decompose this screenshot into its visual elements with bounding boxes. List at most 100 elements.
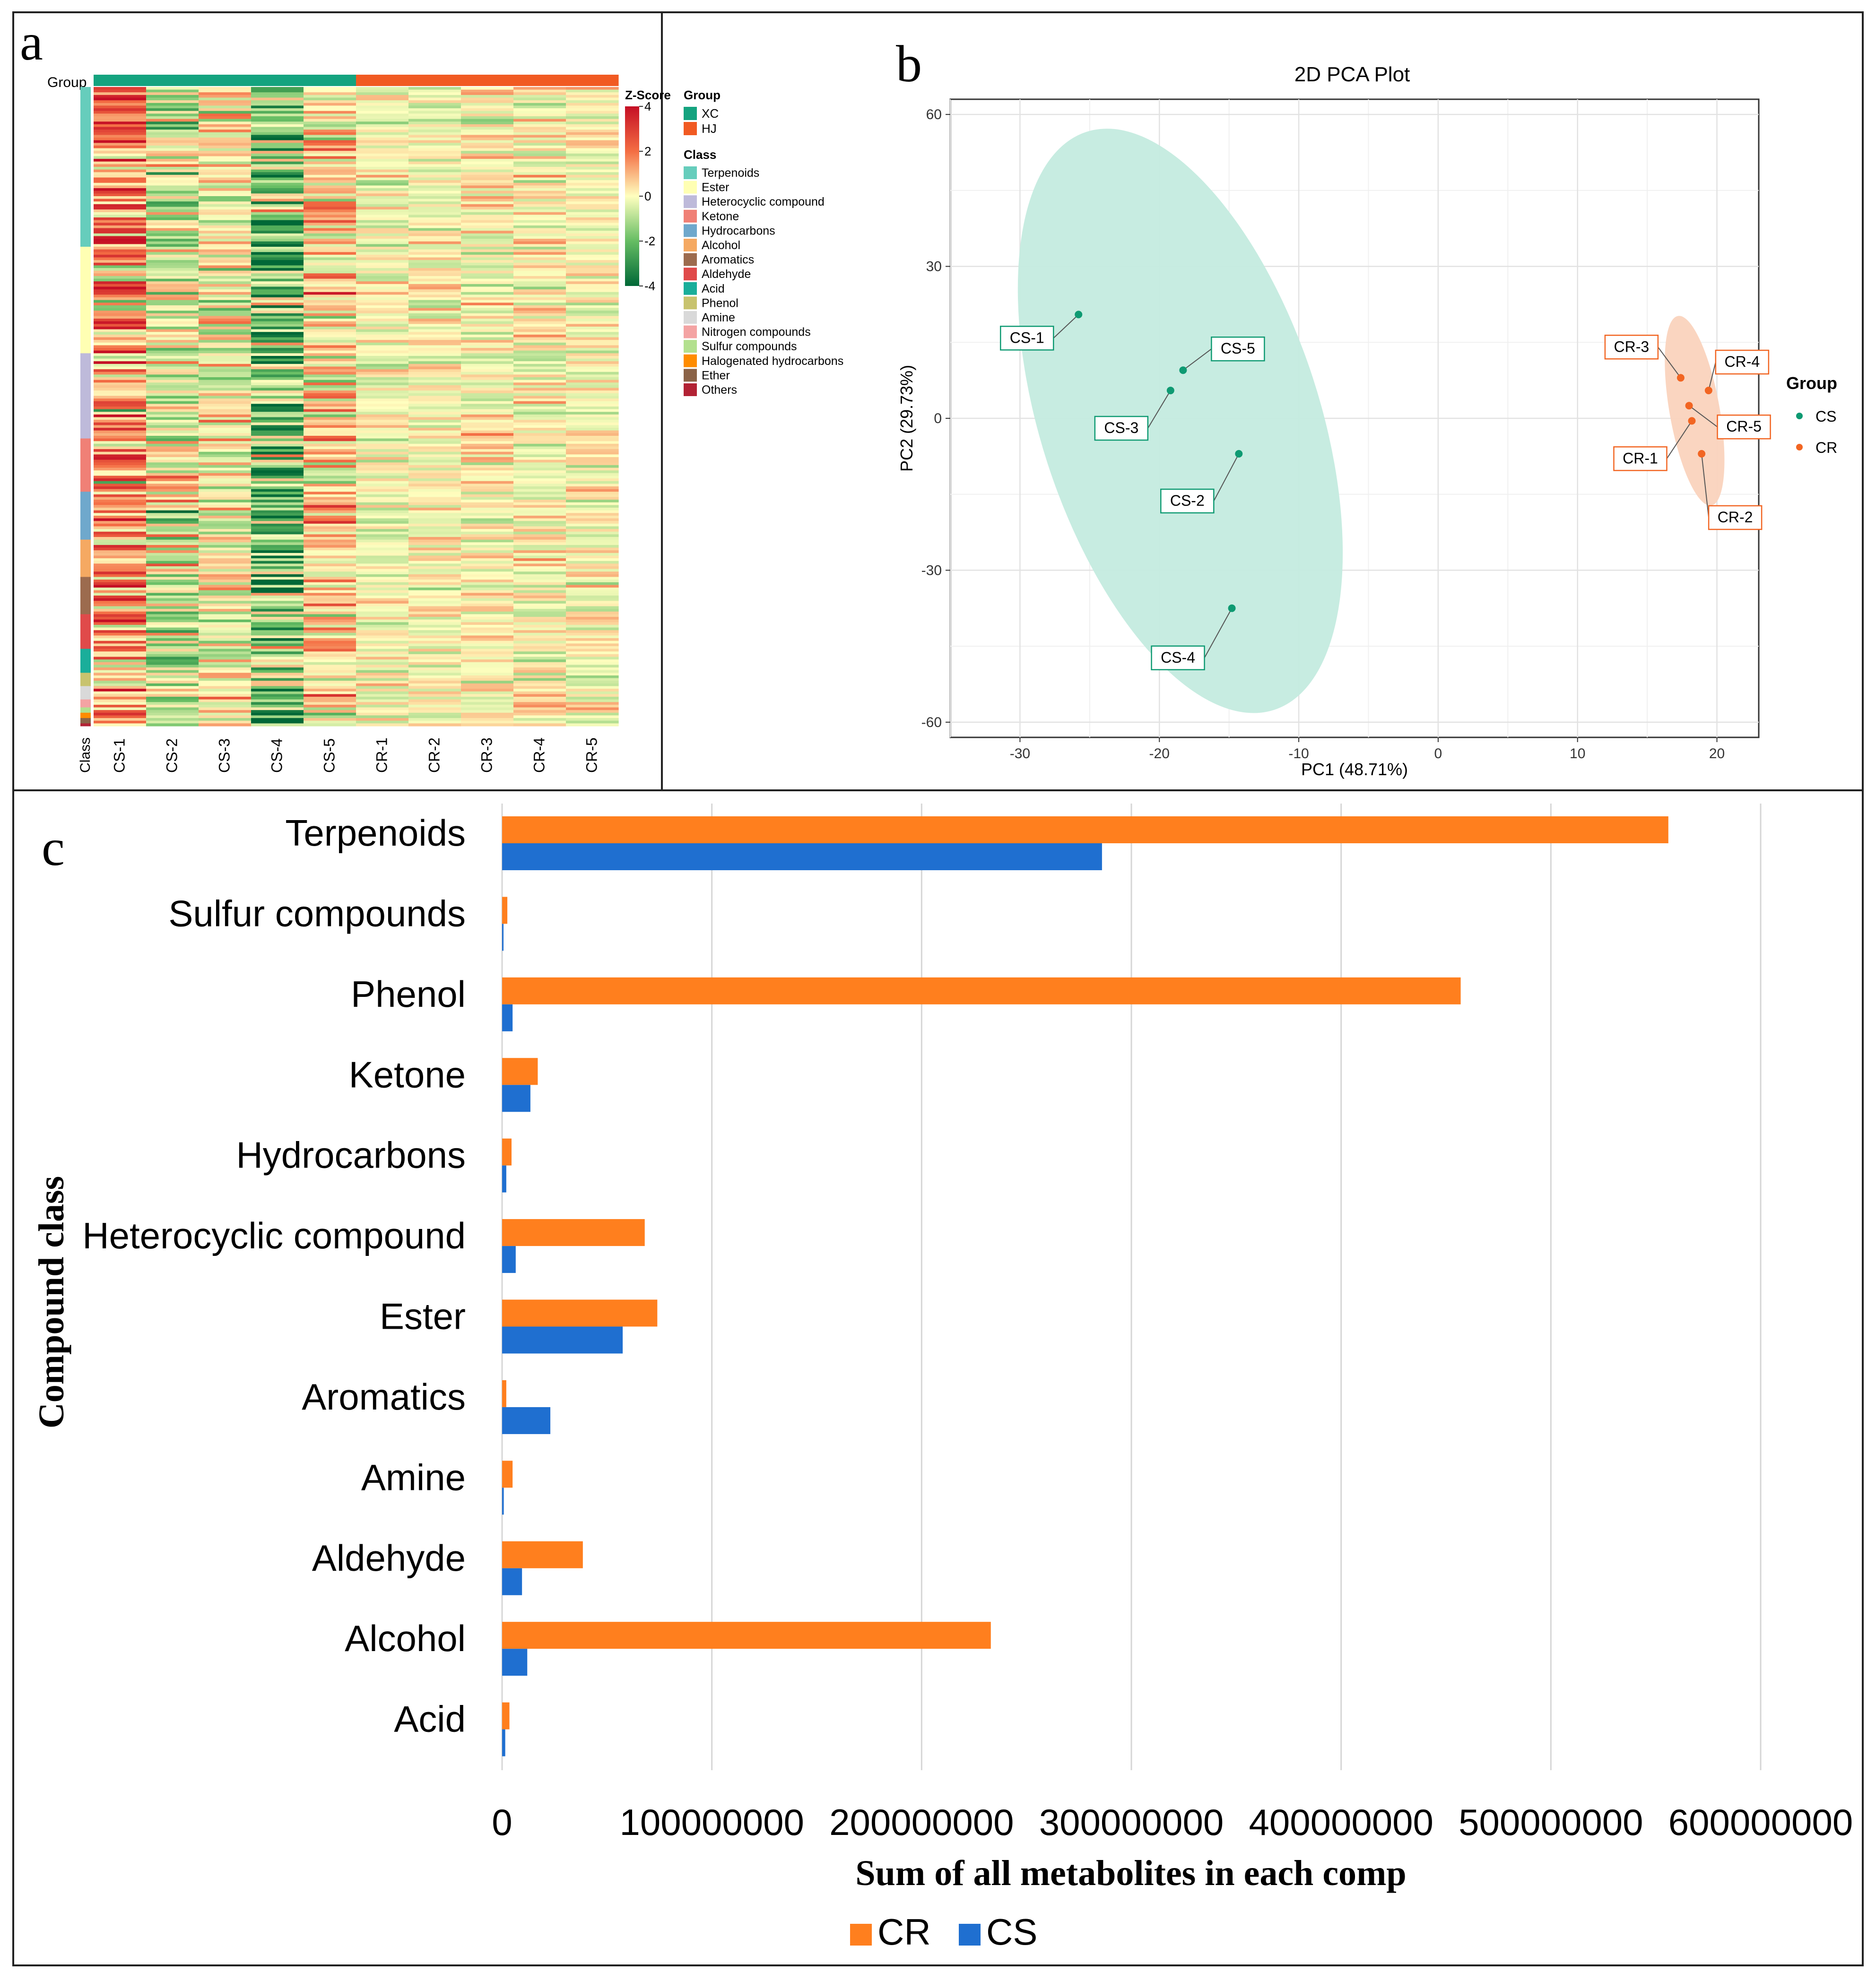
heatmap-cell xyxy=(199,537,252,540)
heatmap-cell xyxy=(513,457,566,460)
heatmap-cell xyxy=(304,316,356,319)
heatmap-cell xyxy=(199,247,252,250)
pca-y-tick-label: 60 xyxy=(926,107,942,122)
heatmap-cell xyxy=(408,252,461,255)
heatmap-cell xyxy=(199,710,252,713)
heatmap-cell xyxy=(251,174,304,178)
heatmap-cell xyxy=(566,574,619,578)
heatmap-cell xyxy=(408,476,461,479)
heatmap-cell xyxy=(513,127,566,130)
heatmap-cell xyxy=(513,156,566,159)
heatmap-cell xyxy=(146,350,199,354)
heatmap-cell xyxy=(513,414,566,418)
heatmap-cell xyxy=(251,145,304,149)
heatmap-cell xyxy=(461,286,514,290)
heatmap-cell xyxy=(461,569,514,572)
heatmap-cell xyxy=(304,425,356,428)
heatmap-cell xyxy=(566,577,619,580)
heatmap-column-label: CS-3 xyxy=(216,738,233,773)
heatmap-cell xyxy=(408,231,461,234)
heatmap-cell xyxy=(304,390,356,394)
heatmap-cell xyxy=(408,207,461,210)
heatmap-cell xyxy=(461,377,514,381)
heatmap-cell xyxy=(513,497,566,500)
heatmap-cell xyxy=(199,89,252,93)
heatmap-cell xyxy=(356,404,409,407)
heatmap-cell xyxy=(304,435,356,439)
heatmap-cell xyxy=(408,640,461,644)
heatmap-cell xyxy=(461,281,514,285)
heatmap-cell xyxy=(408,130,461,133)
heatmap-cell xyxy=(356,635,409,639)
heatmap-column-label: CR-1 xyxy=(373,737,391,773)
bar-legend: CR CS xyxy=(850,1911,1037,1953)
heatmap-cell xyxy=(566,140,619,143)
heatmap-cell xyxy=(199,534,252,537)
heatmap-cell xyxy=(513,327,566,330)
heatmap-cell xyxy=(199,401,252,404)
heatmap-cell xyxy=(461,606,514,609)
heatmap-cell xyxy=(513,161,566,164)
heatmap-cell xyxy=(566,239,619,242)
heatmap-cell xyxy=(356,595,409,599)
heatmap-cell xyxy=(408,521,461,524)
bar-cr xyxy=(502,897,508,924)
heatmap-cell xyxy=(251,585,304,588)
heatmap-cell xyxy=(356,697,409,700)
heatmap-cell xyxy=(566,308,619,311)
heatmap-cell xyxy=(566,585,619,588)
heatmap-cell xyxy=(199,622,252,625)
pca-x-tick-label: 0 xyxy=(1434,746,1442,761)
heatmap-cell xyxy=(199,268,252,271)
heatmap-cell xyxy=(251,614,304,617)
heatmap-cell xyxy=(356,180,409,183)
heatmap-cell xyxy=(146,446,199,450)
heatmap-cell xyxy=(513,321,566,324)
pca-label-leader xyxy=(1213,453,1240,502)
heatmap-cell xyxy=(408,156,461,159)
heatmap-cell xyxy=(461,659,514,663)
heatmap-cell xyxy=(513,319,566,322)
heatmap-cell xyxy=(146,438,199,441)
heatmap-cell xyxy=(566,526,619,529)
heatmap-cell xyxy=(199,593,252,596)
heatmap-cell xyxy=(408,342,461,346)
heatmap-cell xyxy=(461,486,514,490)
heatmap-cell xyxy=(199,624,252,628)
heatmap-cell xyxy=(304,545,356,548)
zscore-title: Z-Score xyxy=(625,88,671,102)
heatmap-cell xyxy=(304,174,356,178)
bar-category-label: Aldehyde xyxy=(312,1537,466,1579)
heatmap-cell xyxy=(513,484,566,487)
heatmap-cell xyxy=(146,182,199,186)
heatmap-cell xyxy=(513,342,566,346)
heatmap-cell xyxy=(94,321,147,324)
heatmap-cell xyxy=(94,95,147,98)
heatmap-cell xyxy=(94,127,147,130)
heatmap-cell xyxy=(94,513,147,516)
heatmap-cell xyxy=(146,249,199,252)
heatmap-cell xyxy=(461,294,514,298)
heatmap-cell xyxy=(251,697,304,700)
heatmap-cell xyxy=(513,420,566,423)
heatmap-cell xyxy=(199,414,252,418)
heatmap-cell xyxy=(251,286,304,290)
heatmap-cell xyxy=(513,553,566,556)
heatmap-cell xyxy=(146,153,199,157)
heatmap-cell xyxy=(356,334,409,338)
heatmap-cell xyxy=(356,244,409,247)
heatmap-cell xyxy=(146,606,199,609)
heatmap-cell xyxy=(199,422,252,426)
heatmap-cell xyxy=(94,425,147,428)
heatmap-cell xyxy=(251,358,304,362)
heatmap-cell xyxy=(408,422,461,426)
heatmap-cell xyxy=(461,345,514,348)
legend-class-swatch xyxy=(684,369,697,382)
heatmap-cell xyxy=(94,289,147,293)
heatmap-cell xyxy=(356,281,409,285)
heatmap-cell xyxy=(94,435,147,439)
heatmap-cell xyxy=(199,124,252,128)
heatmap-cell xyxy=(146,414,199,418)
heatmap-cell xyxy=(304,345,356,348)
heatmap-cell xyxy=(304,420,356,423)
